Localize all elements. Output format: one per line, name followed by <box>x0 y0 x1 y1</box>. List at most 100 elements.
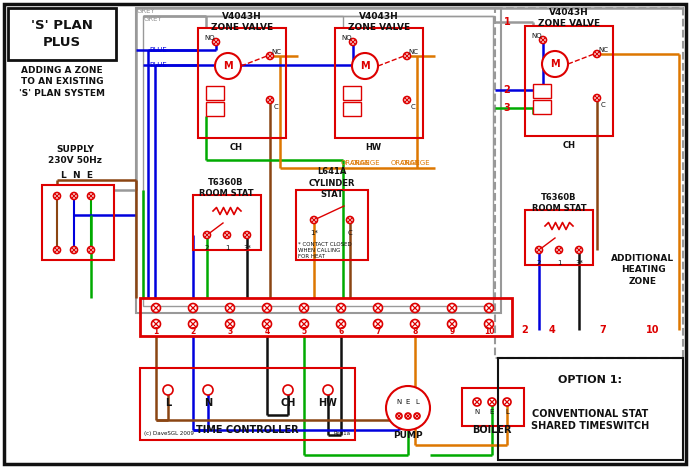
Bar <box>140 298 512 336</box>
Bar <box>198 28 286 138</box>
Text: BLUE: BLUE <box>149 47 167 53</box>
Text: 3: 3 <box>228 328 233 336</box>
Text: 3*: 3* <box>575 260 583 266</box>
Text: GREY: GREY <box>144 16 163 22</box>
Circle shape <box>54 247 61 254</box>
Circle shape <box>310 217 317 224</box>
Circle shape <box>411 304 420 313</box>
Text: CH: CH <box>230 142 242 152</box>
Circle shape <box>226 304 235 313</box>
Circle shape <box>337 304 346 313</box>
Circle shape <box>414 413 420 419</box>
Bar <box>206 102 224 116</box>
Circle shape <box>593 51 600 58</box>
Bar <box>533 84 551 98</box>
Circle shape <box>404 96 411 103</box>
Bar <box>296 190 368 260</box>
Text: 2: 2 <box>522 325 529 335</box>
Text: NO: NO <box>342 35 353 41</box>
Text: * CONTACT CLOSED
WHEN CALLING
FOR HEAT: * CONTACT CLOSED WHEN CALLING FOR HEAT <box>298 242 352 259</box>
Text: C: C <box>348 230 353 236</box>
Text: 1: 1 <box>504 17 511 27</box>
Circle shape <box>70 247 77 254</box>
Text: PUMP: PUMP <box>393 431 423 440</box>
Text: 7: 7 <box>600 325 607 335</box>
Text: HW: HW <box>365 142 381 152</box>
Circle shape <box>224 232 230 239</box>
Circle shape <box>204 232 210 239</box>
Text: NO: NO <box>532 33 542 39</box>
Text: L: L <box>505 409 509 415</box>
Text: V4043H
ZONE VALVE: V4043H ZONE VALVE <box>348 12 410 32</box>
Bar <box>525 26 613 136</box>
Text: N: N <box>475 409 480 415</box>
Circle shape <box>244 232 250 239</box>
Circle shape <box>540 37 546 44</box>
Text: T6360B
ROOM STAT: T6360B ROOM STAT <box>532 193 586 213</box>
Text: SUPPLY
230V 50Hz: SUPPLY 230V 50Hz <box>48 145 102 165</box>
Bar <box>140 368 355 440</box>
Text: ORANGE: ORANGE <box>400 160 430 166</box>
Circle shape <box>405 413 411 419</box>
Circle shape <box>593 95 600 102</box>
Text: C: C <box>274 104 278 110</box>
Text: V4043H
ZONE VALVE: V4043H ZONE VALVE <box>211 12 273 32</box>
Bar <box>533 100 551 114</box>
Text: 1*: 1* <box>310 230 318 236</box>
Circle shape <box>350 38 357 45</box>
Circle shape <box>484 304 493 313</box>
Bar <box>498 358 683 460</box>
Circle shape <box>163 385 173 395</box>
Bar <box>495 8 683 358</box>
Text: CONVENTIONAL STAT
SHARED TIMESWITCH: CONVENTIONAL STAT SHARED TIMESWITCH <box>531 409 649 431</box>
Text: NC: NC <box>271 49 281 55</box>
Circle shape <box>386 386 430 430</box>
Circle shape <box>213 38 219 45</box>
Bar <box>206 86 224 100</box>
Bar <box>143 16 493 306</box>
Circle shape <box>346 217 353 224</box>
Circle shape <box>484 320 493 329</box>
Circle shape <box>448 304 457 313</box>
Text: V4043H
ZONE VALVE: V4043H ZONE VALVE <box>538 8 600 28</box>
Text: E: E <box>406 399 410 405</box>
Text: 10: 10 <box>647 325 660 335</box>
Text: T6360B
ROOM STAT: T6360B ROOM STAT <box>199 178 253 198</box>
Circle shape <box>70 192 77 199</box>
Text: 1: 1 <box>153 328 159 336</box>
Circle shape <box>152 320 161 329</box>
Text: 2: 2 <box>537 260 541 266</box>
Text: 1: 1 <box>225 245 229 251</box>
Text: BOILER: BOILER <box>472 425 512 435</box>
Circle shape <box>542 51 568 77</box>
Circle shape <box>88 247 95 254</box>
Circle shape <box>555 247 562 254</box>
Bar <box>193 195 261 250</box>
Text: L641A
CYLINDER
STAT: L641A CYLINDER STAT <box>308 167 355 199</box>
Text: 4: 4 <box>264 328 270 336</box>
Bar <box>335 28 423 138</box>
Text: 5: 5 <box>302 328 306 336</box>
Text: M: M <box>550 59 560 69</box>
Circle shape <box>575 247 582 254</box>
Circle shape <box>188 320 197 329</box>
Text: ADDING A ZONE
TO AN EXISTING
'S' PLAN SYSTEM: ADDING A ZONE TO AN EXISTING 'S' PLAN SY… <box>19 66 105 98</box>
Text: ORANGE: ORANGE <box>340 160 370 166</box>
Text: 3: 3 <box>504 103 511 113</box>
Bar <box>8 8 116 60</box>
Bar <box>42 185 114 260</box>
Bar <box>462 388 524 426</box>
Circle shape <box>373 320 382 329</box>
Circle shape <box>262 304 271 313</box>
Text: BLUE: BLUE <box>149 62 167 68</box>
Text: NC: NC <box>408 49 418 55</box>
Circle shape <box>488 398 496 406</box>
Circle shape <box>203 385 213 395</box>
Text: CH: CH <box>562 141 575 151</box>
Bar <box>136 8 501 313</box>
Circle shape <box>188 304 197 313</box>
Circle shape <box>266 96 273 103</box>
Circle shape <box>215 53 241 79</box>
Circle shape <box>299 320 308 329</box>
Text: L: L <box>415 399 419 405</box>
